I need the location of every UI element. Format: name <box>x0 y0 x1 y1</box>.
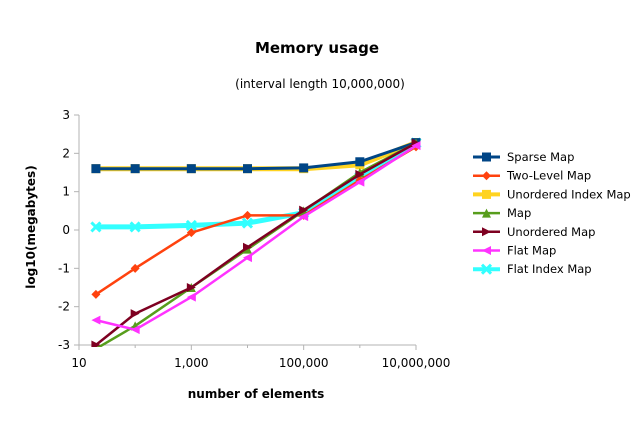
y-tick-label: 2 <box>62 146 70 160</box>
data-point-flat-index-map <box>185 219 197 231</box>
legend-marker <box>482 152 491 162</box>
data-point-two-level-map <box>243 210 252 220</box>
data-point-flat-map <box>91 315 101 325</box>
data-point-two-level-map <box>91 289 101 299</box>
legend-item-unordered-map: Unordered Map <box>473 225 595 239</box>
y-axis-label: log10(megabytes) <box>24 165 38 288</box>
data-point-sparse-map <box>186 164 196 174</box>
x-tick-label: 10,000,000 <box>382 356 451 370</box>
series-flat-map <box>91 141 421 335</box>
legend-marker <box>482 227 491 237</box>
data-point-flat-index-map <box>90 221 102 233</box>
series-flat-index-map <box>90 137 422 233</box>
x-tick-label: 100,000 <box>279 356 329 370</box>
y-tick-label: -2 <box>58 300 70 314</box>
series-unordered-map <box>91 138 421 347</box>
legend-item-sparse-map: Sparse Map <box>473 150 574 164</box>
y-tick-label: -1 <box>58 261 70 275</box>
data-point-unordered-map <box>91 340 101 347</box>
chart-title: Memory usage <box>255 39 379 57</box>
data-point-unordered-map <box>186 283 196 292</box>
data-point-sparse-map <box>355 157 365 167</box>
data-point-unordered-map <box>299 205 309 215</box>
data-point-two-level-map <box>130 263 140 273</box>
legend-item-map: Map <box>473 206 531 220</box>
legend-label: Unordered Index Map <box>507 187 631 201</box>
chart-subtitle: (interval length 10,000,000) <box>235 77 405 91</box>
data-point-flat-index-map <box>129 221 141 233</box>
x-tick-label: 1,000 <box>174 356 208 370</box>
data-point-unordered-map <box>355 169 365 179</box>
y-tick-label: 0 <box>62 223 70 237</box>
series-line-sparse-map <box>95 141 417 171</box>
data-point-flat-map <box>299 212 309 222</box>
legend-label: Map <box>507 206 531 220</box>
series-line-unordered-index-map <box>95 140 417 172</box>
legend-marker <box>482 246 491 255</box>
legend-marker <box>480 263 493 275</box>
data-point-unordered-map <box>243 242 252 252</box>
data-point-sparse-map <box>130 164 140 174</box>
y-tick-label: -3 <box>58 338 70 352</box>
legend: Sparse Map Two-Level Map Unordered Index M… <box>473 150 631 276</box>
legend-label: Two-Level Map <box>506 169 591 183</box>
legend-marker <box>482 171 491 181</box>
data-point-sparse-map <box>91 164 101 174</box>
y-tick-label: 1 <box>62 185 70 199</box>
data-point-flat-index-map <box>241 217 254 229</box>
data-point-sparse-map <box>299 163 309 173</box>
legend-label: Sparse Map <box>507 150 574 164</box>
data-point-flat-map <box>411 141 421 151</box>
data-point-two-level-map <box>186 228 196 238</box>
legend-label: Flat Map <box>507 244 556 258</box>
legend-marker <box>482 189 491 199</box>
y-tick-label: 3 <box>62 108 70 122</box>
legend-label: Unordered Map <box>507 225 595 239</box>
legend-item-unordered-index-map: Unordered Index Map <box>473 187 631 201</box>
data-point-unordered-map <box>130 309 140 319</box>
data-point-flat-map <box>186 292 196 302</box>
legend-label: Flat Index Map <box>507 262 592 276</box>
data-point-flat-map <box>355 177 365 187</box>
x-tick-label: 10 <box>71 356 86 370</box>
data-point-sparse-map <box>243 164 252 174</box>
legend-item-flat-map: Flat Map <box>473 244 556 258</box>
data-point-flat-map <box>243 253 252 263</box>
data-point-flat-map <box>130 325 140 335</box>
legend-item-two-level-map: Two-Level Map <box>473 169 591 183</box>
legend-marker <box>482 208 491 218</box>
legend-item-flat-index-map: Flat Index Map <box>473 262 592 276</box>
x-axis-label: number of elements <box>188 387 325 401</box>
